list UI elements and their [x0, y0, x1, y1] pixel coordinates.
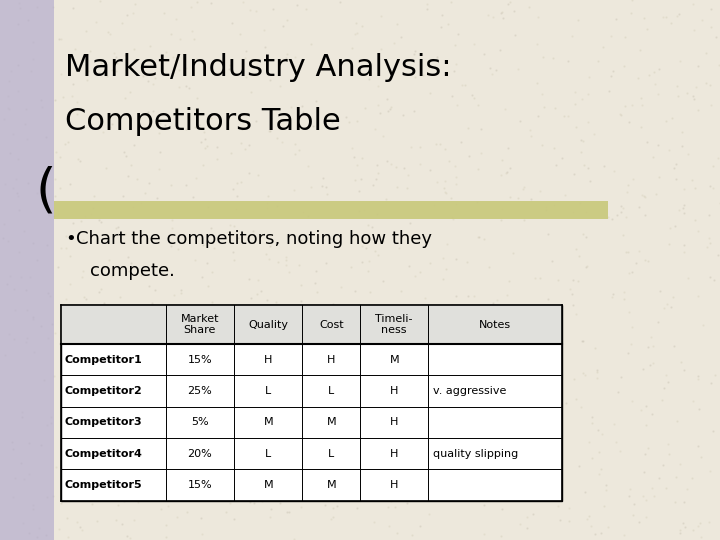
- Text: Competitor1: Competitor1: [65, 355, 143, 365]
- Text: H: H: [390, 386, 398, 396]
- FancyBboxPatch shape: [54, 201, 608, 219]
- Text: L: L: [328, 386, 334, 396]
- Text: Competitor3: Competitor3: [65, 417, 143, 427]
- Text: Notes: Notes: [479, 320, 511, 329]
- Text: 20%: 20%: [187, 449, 212, 458]
- Text: Timeli-
ness: Timeli- ness: [375, 314, 413, 335]
- Text: Market/Industry Analysis:: Market/Industry Analysis:: [65, 53, 451, 82]
- Text: H: H: [390, 417, 398, 427]
- Text: 5%: 5%: [191, 417, 209, 427]
- Text: H: H: [327, 355, 336, 365]
- Text: Quality: Quality: [248, 320, 288, 329]
- Text: Competitor5: Competitor5: [65, 480, 143, 490]
- Text: Cost: Cost: [319, 320, 343, 329]
- Text: v. aggressive: v. aggressive: [433, 386, 506, 396]
- Text: L: L: [328, 449, 334, 458]
- Text: M: M: [264, 480, 273, 490]
- Text: •: •: [65, 230, 76, 248]
- Text: M: M: [326, 417, 336, 427]
- Text: Competitor4: Competitor4: [65, 449, 143, 458]
- Text: Market
Share: Market Share: [181, 314, 219, 335]
- Text: 25%: 25%: [187, 386, 212, 396]
- Text: (: (: [35, 166, 55, 218]
- Text: Chart the competitors, noting how they: Chart the competitors, noting how they: [76, 230, 431, 248]
- FancyBboxPatch shape: [61, 305, 562, 501]
- Text: quality slipping: quality slipping: [433, 449, 518, 458]
- Text: 15%: 15%: [187, 355, 212, 365]
- Text: compete.: compete.: [90, 262, 175, 280]
- Text: M: M: [326, 480, 336, 490]
- Text: M: M: [390, 355, 399, 365]
- Text: 15%: 15%: [187, 480, 212, 490]
- Text: L: L: [265, 386, 271, 396]
- Text: Competitors Table: Competitors Table: [65, 107, 341, 136]
- FancyBboxPatch shape: [61, 305, 562, 344]
- FancyBboxPatch shape: [0, 0, 54, 540]
- Text: H: H: [390, 449, 398, 458]
- Text: Competitor2: Competitor2: [65, 386, 143, 396]
- Text: M: M: [264, 417, 273, 427]
- Text: L: L: [265, 449, 271, 458]
- Text: H: H: [264, 355, 272, 365]
- Text: H: H: [390, 480, 398, 490]
